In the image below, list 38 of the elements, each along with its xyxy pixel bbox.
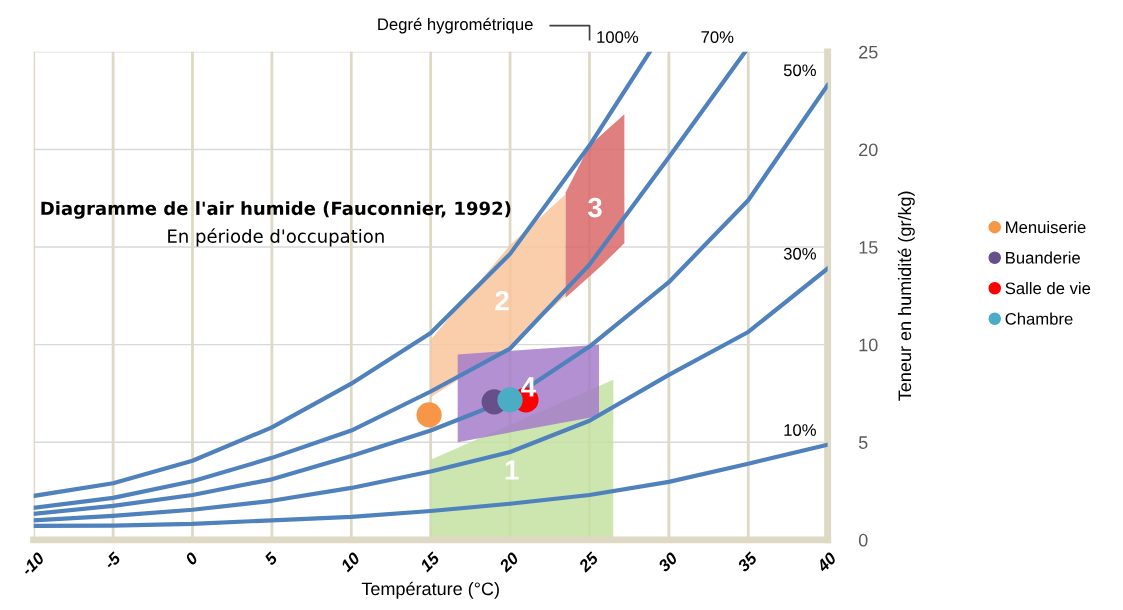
text: Diagramme de l'air humide (Fauconnier, 1992)	[41, 201, 511, 219]
x-tick-label: 0	[184, 551, 199, 566]
series-label: 50%	[783, 64, 816, 77]
legend-label: Salle de vie	[1005, 282, 1091, 295]
text: En période d'occupation	[168, 228, 384, 247]
series-label: 100%	[597, 31, 639, 43]
x-tick-label: 25	[577, 551, 600, 573]
y-tick-label: 20	[859, 143, 878, 157]
x-tick-label: 10	[339, 551, 361, 573]
point	[416, 402, 442, 428]
legend-label: Menuiserie	[1006, 220, 1086, 234]
text: Degré hygrométrique	[378, 17, 533, 34]
point	[497, 387, 523, 413]
y-tick-label: 0	[858, 533, 868, 547]
y-tick-label: 10	[859, 338, 878, 352]
x-tick-label: 5	[263, 551, 279, 567]
y-tick-label: 5	[858, 436, 868, 449]
x-tick-label: 35	[736, 551, 759, 573]
series-label: 3	[587, 197, 602, 218]
x-axis-title: Température (°C)	[361, 581, 499, 599]
series-label: 10%	[784, 424, 816, 436]
x-tick-label: -5	[103, 551, 122, 570]
x-tick-label: 30	[657, 551, 679, 573]
series-label: 70%	[701, 31, 734, 43]
legend-label: Buanderie	[1006, 251, 1080, 264]
series-label: 30%	[783, 247, 816, 260]
series-label: 4	[521, 377, 536, 397]
x-tick-label: 20	[498, 551, 520, 573]
line-series	[33, 51, 652, 499]
y-tick-label: 15	[859, 241, 878, 254]
y-axis-title: Teneur en humidité (gr/kg)	[897, 191, 915, 401]
x-tick-label: 15	[419, 551, 441, 573]
series-label: 2	[495, 290, 509, 311]
y-tick-label: 25	[859, 45, 878, 59]
x-tick-label: -10	[20, 551, 46, 577]
legend-label: Chambre	[1005, 312, 1073, 325]
series-label: 1	[505, 460, 519, 480]
x-tick-label: 40	[815, 551, 838, 573]
